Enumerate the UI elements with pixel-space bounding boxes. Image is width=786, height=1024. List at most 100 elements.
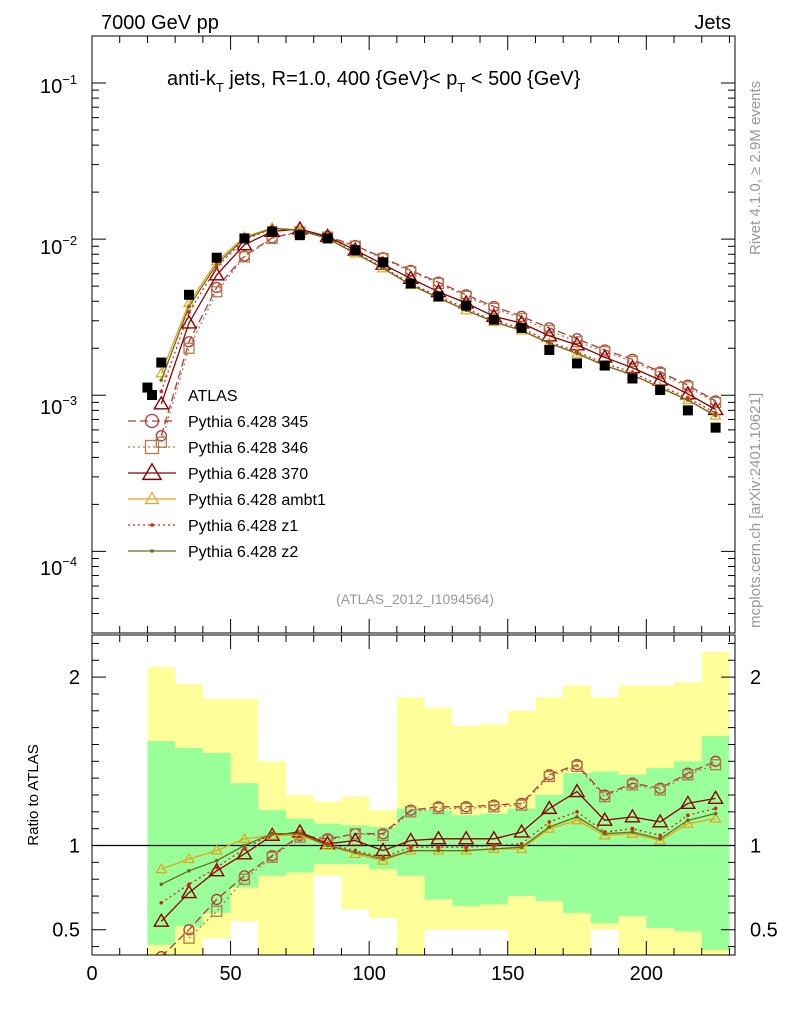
data-point-6 (294, 230, 305, 241)
ratio-series-5-point-11 (464, 848, 468, 853)
ratio-series-4-point-15 (575, 810, 579, 814)
legend-label-4: Pythia 6.428 ambt1 (188, 492, 326, 509)
data-point-11 (433, 291, 444, 302)
main-panel: 10−1 10−2 10−3 10−4 anti-kT jets, R=1.0,… (40, 35, 736, 634)
legend-marker-data (147, 390, 157, 400)
ratio-series-1-point-0 (183, 932, 195, 944)
ratio-ytick-label-right-2: 2 (750, 667, 761, 689)
ratio-series-2-point-20 (707, 789, 724, 804)
ratio-series-1-point-11 (488, 801, 500, 813)
ratio-series-3-point-19 (681, 817, 694, 828)
data-point-5 (267, 226, 278, 237)
ratio-series-1-point-6 (349, 828, 361, 840)
main-series-layer (142, 220, 724, 448)
xtick-label-2: 100 (352, 963, 385, 985)
ratio-series-4-point-2 (214, 865, 219, 870)
main-series-1-point-20 (709, 396, 722, 409)
green-band-16 (590, 771, 619, 923)
data-point-21 (710, 422, 721, 433)
ratio-series-1-point-14 (571, 760, 583, 773)
data-point-9 (378, 257, 389, 268)
ratio-series-3-point-20 (709, 812, 722, 823)
ratio-series-3-point-9 (404, 844, 417, 855)
xtick-label-0: 0 (86, 963, 97, 985)
main-series-5-point-0 (159, 378, 164, 382)
ratio-series-4-point-14 (547, 820, 552, 824)
legend-marker-3 (141, 462, 163, 481)
ratio-series-3-point-14 (543, 822, 556, 833)
green-band-9 (396, 808, 425, 876)
data-point-12 (461, 300, 472, 311)
header-energy-label: 7000 GeV pp (101, 12, 219, 34)
ratio-series-5-point-4 (270, 831, 274, 836)
main-series-2-point-1 (180, 314, 198, 329)
main-axis-ticks (91, 35, 735, 634)
green-band-19 (674, 761, 702, 932)
data-point-10 (405, 278, 416, 289)
data-point-14 (516, 322, 527, 333)
ratio-series-5-point-2 (214, 858, 219, 863)
legend-label-3: Pythia 6.428 370 (188, 466, 308, 483)
main-series-4-point-17 (630, 370, 635, 375)
mcplots-label: mcplots.cern.ch [arXiv:2401.10621] (747, 393, 764, 628)
ratio-series-2-point-15 (568, 783, 586, 798)
legend-marker-1 (144, 413, 160, 429)
main-series-0-point-1 (183, 336, 195, 348)
ratio-series-1-point-10 (460, 802, 472, 815)
green-band-4 (258, 810, 287, 876)
green-band-11 (452, 815, 481, 907)
main-series-1-point-17 (626, 355, 639, 367)
main-series-1-point-0 (155, 436, 167, 448)
main-series-1-point-10 (432, 277, 445, 290)
main-series-1-point-2 (211, 286, 223, 298)
main-ytick-label-1e-4: 10−4 (40, 554, 77, 580)
analysis-label: (ATLAS_2012_I1094564) (336, 591, 494, 607)
data-point-7 (322, 233, 333, 244)
ratio-series-5-point-19 (686, 818, 690, 823)
ratio-series-1-point-1 (211, 905, 223, 917)
ratio-series-5-point-10 (436, 848, 441, 853)
ratio-series-2-point-10 (430, 830, 447, 845)
ratio-series-4-point-17 (630, 826, 635, 831)
main-series-4-point-0 (159, 389, 164, 394)
ratio-series-5-point-5 (298, 831, 302, 836)
green-band-1 (175, 747, 203, 927)
main-ytick-label-1e-1: 10−1 (40, 72, 77, 98)
main-ytick-label-1e-2: 10−2 (40, 233, 77, 259)
ratio-series-4-point-0 (159, 900, 164, 905)
main-series-1-point-12 (488, 302, 500, 315)
ratio-series-3-point-3 (238, 832, 251, 843)
legend-label-6: Pythia 6.428 z2 (188, 544, 298, 561)
green-band-14 (535, 795, 564, 902)
main-series-1-point-18 (654, 367, 666, 380)
ratio-series-4-point-9 (408, 845, 413, 850)
legend-marker-2 (144, 439, 160, 455)
chart-title: anti-kT jets, R=1.0, 400 {GeV}< pT < 500… (167, 68, 581, 95)
data-point-1 (156, 357, 167, 368)
ratio-series-4-point-10 (436, 845, 441, 850)
main-series-5-point-1 (187, 304, 191, 309)
ratio-series-3-point-2 (210, 844, 223, 855)
data-point-19 (655, 385, 666, 396)
ratio-series-4-point-3 (242, 847, 247, 851)
ratio-series-5-point-18 (658, 836, 662, 841)
ratio-series-4-point-18 (658, 833, 662, 838)
legend: ATLAS Pythia 6.428 345 Pythia 6.428 346 Pyt… (128, 388, 326, 561)
ratio-series-3-point-1 (182, 852, 196, 864)
ratio-series-1-point-9 (432, 802, 445, 815)
main-series-5-point-14 (547, 341, 552, 346)
ratio-series-2-point-4 (263, 827, 281, 842)
ratio-series-2-point-7 (347, 832, 364, 847)
xtick-label-4: 200 (630, 963, 663, 985)
ratio-series-4-point-19 (686, 813, 690, 818)
main-series-5-point-19 (686, 398, 690, 402)
ratio-series-2-point-5 (291, 823, 309, 838)
ratio-series-3-point-10 (432, 844, 445, 855)
legend-marker-6 (150, 549, 154, 553)
xtick-label-1: 50 (219, 963, 241, 985)
ratio-series-1-point-8 (405, 806, 417, 818)
ratio-series-3-point-0 (155, 862, 168, 874)
main-series-5-point-15 (575, 351, 579, 356)
main-series-5-point-20 (713, 413, 718, 418)
ratio-series-2-point-18 (651, 813, 669, 828)
